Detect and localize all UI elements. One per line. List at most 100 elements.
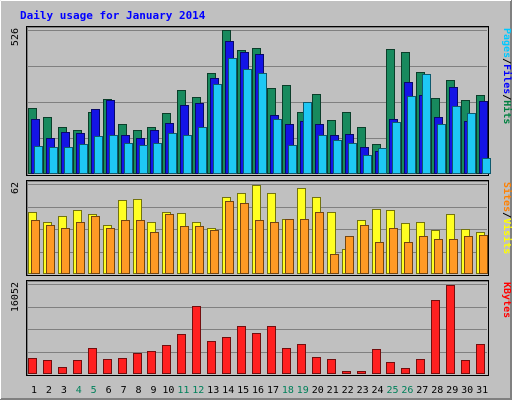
bar-pages-day-9: Pages 9: 114 [153, 143, 162, 174]
panel-visitors: Visits 1: 43Visits 2: 36Visits 3: 40Visi… [10, 180, 512, 276]
panels-layer: Hits 1: 241Hits 2: 208Hits 3: 173Hits 4:… [10, 26, 512, 376]
bar-kbytes-day-8: KBytes 8: 3800 [133, 353, 142, 374]
x-tick-label-day-16: 16 [252, 385, 264, 396]
bar-kbytes-day-5: KBytes 5: 4700 [88, 348, 97, 374]
bar-pages-day-23: Pages 23: 71 [363, 155, 372, 174]
x-tick-label-day-19: 19 [297, 385, 309, 396]
bar-kbytes-day-9: KBytes 9: 4100 [147, 351, 156, 374]
bar-pages-day-5: Pages 5: 137 [94, 136, 103, 174]
bar-kbytes-day-29: KBytes 29: 15800 [446, 285, 455, 374]
bar-kbytes-day-6: KBytes 6: 2700 [103, 359, 112, 374]
bar-pages-day-21: Pages 21: 126 [333, 140, 342, 174]
legend-requests: Pages/Files/Hits [501, 28, 512, 124]
x-tick-label-day-6: 6 [106, 385, 112, 396]
max-label-visitors: 62 [10, 182, 21, 194]
bar-sites-day-4: Sites 4: 36 [76, 222, 85, 274]
series-pages: Pages 1: 103 Pages 2: 100 Pages 3: 97 Pages… [34, 58, 491, 174]
x-tick-label-day-11: 11 [177, 385, 189, 396]
bar-kbytes-day-18: KBytes 18: 4700 [282, 348, 291, 374]
bar-sites-day-21: Sites 21: 14 [330, 254, 339, 274]
bar-kbytes-day-24: KBytes 24: 4500 [372, 349, 381, 374]
bar-kbytes-day-7: KBytes 7: 2900 [118, 358, 127, 374]
bar-sites-day-13: Sites 13: 30 [210, 230, 219, 274]
x-tick-label-day-5: 5 [91, 385, 97, 396]
legend-entry: Pages [501, 28, 512, 58]
x-tick-label-day-17: 17 [267, 385, 279, 396]
bar-pages-day-19: Pages 19: 262 [303, 102, 312, 174]
x-axis: 1 2 3 4 5 6 7 8 9 10 11 12 13 14 15 16 17 18 19 20 21 22 23 24 2… [31, 385, 488, 396]
bar-sites-day-7: Sites 7: 37 [121, 220, 130, 274]
panel-kbytes: KBytes 1: 2800 KBytes 2: 2500 KBytes 3: 12… [10, 280, 512, 376]
bar-kbytes-day-16: KBytes 16: 7300 [252, 333, 261, 374]
x-tick-label-day-21: 21 [327, 385, 339, 396]
bar-kbytes-day-20: KBytes 20: 3000 [312, 357, 321, 374]
bar-kbytes-day-1: KBytes 1: 2800 [28, 358, 37, 374]
bar-pages-day-12: Pages 12: 172 [198, 127, 207, 174]
x-tick-label-day-13: 13 [207, 385, 219, 396]
x-tick-label-day-28: 28 [431, 385, 443, 396]
bar-sites-day-25: Sites 25: 32 [389, 228, 398, 274]
bar-pages-day-29: Pages 29: 250 [452, 106, 461, 174]
bar-pages-day-26: Pages 26: 285 [407, 96, 416, 174]
bar-kbytes-day-3: KBytes 3: 1200 [58, 367, 67, 374]
bar-sites-day-8: Sites 8: 37 [136, 220, 145, 274]
bar-sites-day-12: Sites 12: 33 [195, 226, 204, 274]
bar-kbytes-day-22: KBytes 22: 600 [342, 371, 351, 374]
series-kbytes: KBytes 1: 2800 KBytes 2: 2500 KBytes 3: 12… [28, 285, 485, 374]
bar-pages-day-24: Pages 24: 95 [378, 148, 387, 174]
legend-entry: / [501, 58, 512, 64]
legend-entry: Files [501, 64, 512, 94]
x-tick-label-day-24: 24 [371, 385, 383, 396]
bar-sites-day-11: Sites 11: 33 [180, 226, 189, 274]
bar-pages-day-25: Pages 25: 190 [392, 122, 401, 174]
bar-pages-day-7: Pages 7: 113 [124, 143, 133, 174]
bar-pages-day-22: Pages 22: 115 [348, 143, 357, 174]
x-tick-label-day-7: 7 [121, 385, 127, 396]
bar-pages-day-27: Pages 27: 367 [422, 74, 431, 174]
bar-sites-day-31: Sites 31: 27 [479, 235, 488, 274]
bar-sites-day-19: Sites 19: 38 [300, 219, 309, 274]
bar-pages-day-28: Pages 28: 182 [437, 124, 446, 174]
x-tick-label-day-20: 20 [312, 385, 324, 396]
bar-kbytes-day-10: KBytes 10: 5100 [162, 345, 171, 374]
x-tick-label-day-2: 2 [46, 385, 52, 396]
bar-pages-day-8: Pages 8: 107 [139, 145, 148, 174]
bar-sites-day-24: Sites 24: 22 [375, 242, 384, 274]
legend-entry: Visits [501, 218, 512, 254]
bar-pages-day-14: Pages 14: 423 [228, 58, 237, 174]
x-tick-label-day-12: 12 [192, 385, 204, 396]
bar-pages-day-2: Pages 2: 100 [49, 147, 58, 174]
bar-pages-day-6: Pages 6: 141 [109, 135, 118, 174]
bar-sites-day-20: Sites 20: 43 [315, 212, 324, 274]
chart-title: Daily usage for January 2014 [20, 9, 206, 22]
bar-sites-day-10: Sites 10: 41 [165, 214, 174, 274]
bar-kbytes-day-26: KBytes 26: 1100 [401, 368, 410, 374]
bar-sites-day-27: Sites 27: 26 [419, 236, 428, 274]
bar-pages-day-30: Pages 30: 222 [467, 113, 476, 174]
bar-sites-day-2: Sites 2: 34 [46, 225, 55, 274]
bar-pages-day-3: Pages 3: 97 [64, 147, 73, 174]
bar-kbytes-day-2: KBytes 2: 2500 [43, 360, 52, 374]
x-tick-label-day-10: 10 [162, 385, 174, 396]
x-tick-label-day-31: 31 [476, 385, 488, 396]
bar-sites-day-16: Sites 16: 37 [255, 220, 264, 274]
x-tick-label-day-8: 8 [135, 385, 141, 396]
x-tick-label-day-29: 29 [446, 385, 458, 396]
bar-kbytes-day-4: KBytes 4: 2500 [73, 360, 82, 374]
bar-pages-day-16: Pages 16: 370 [258, 73, 267, 174]
bar-sites-day-29: Sites 29: 24 [449, 239, 458, 274]
x-tick-label-day-26: 26 [401, 385, 413, 396]
bar-kbytes-day-31: KBytes 31: 5300 [476, 344, 485, 374]
bar-sites-day-14: Sites 14: 50 [225, 201, 234, 274]
bar-sites-day-23: Sites 23: 34 [360, 225, 369, 274]
bar-sites-day-22: Sites 22: 26 [345, 236, 354, 274]
max-label-requests: 526 [10, 28, 21, 46]
bar-sites-day-28: Sites 28: 24 [434, 239, 443, 274]
bar-sites-day-1: Sites 1: 37 [31, 220, 40, 274]
x-tick-label-day-30: 30 [461, 385, 473, 396]
bar-sites-day-26: Sites 26: 22 [404, 242, 413, 274]
bar-pages-day-20: Pages 20: 142 [318, 135, 327, 174]
bar-kbytes-day-28: KBytes 28: 13200 [431, 300, 440, 374]
bar-pages-day-13: Pages 13: 328 [213, 84, 222, 174]
